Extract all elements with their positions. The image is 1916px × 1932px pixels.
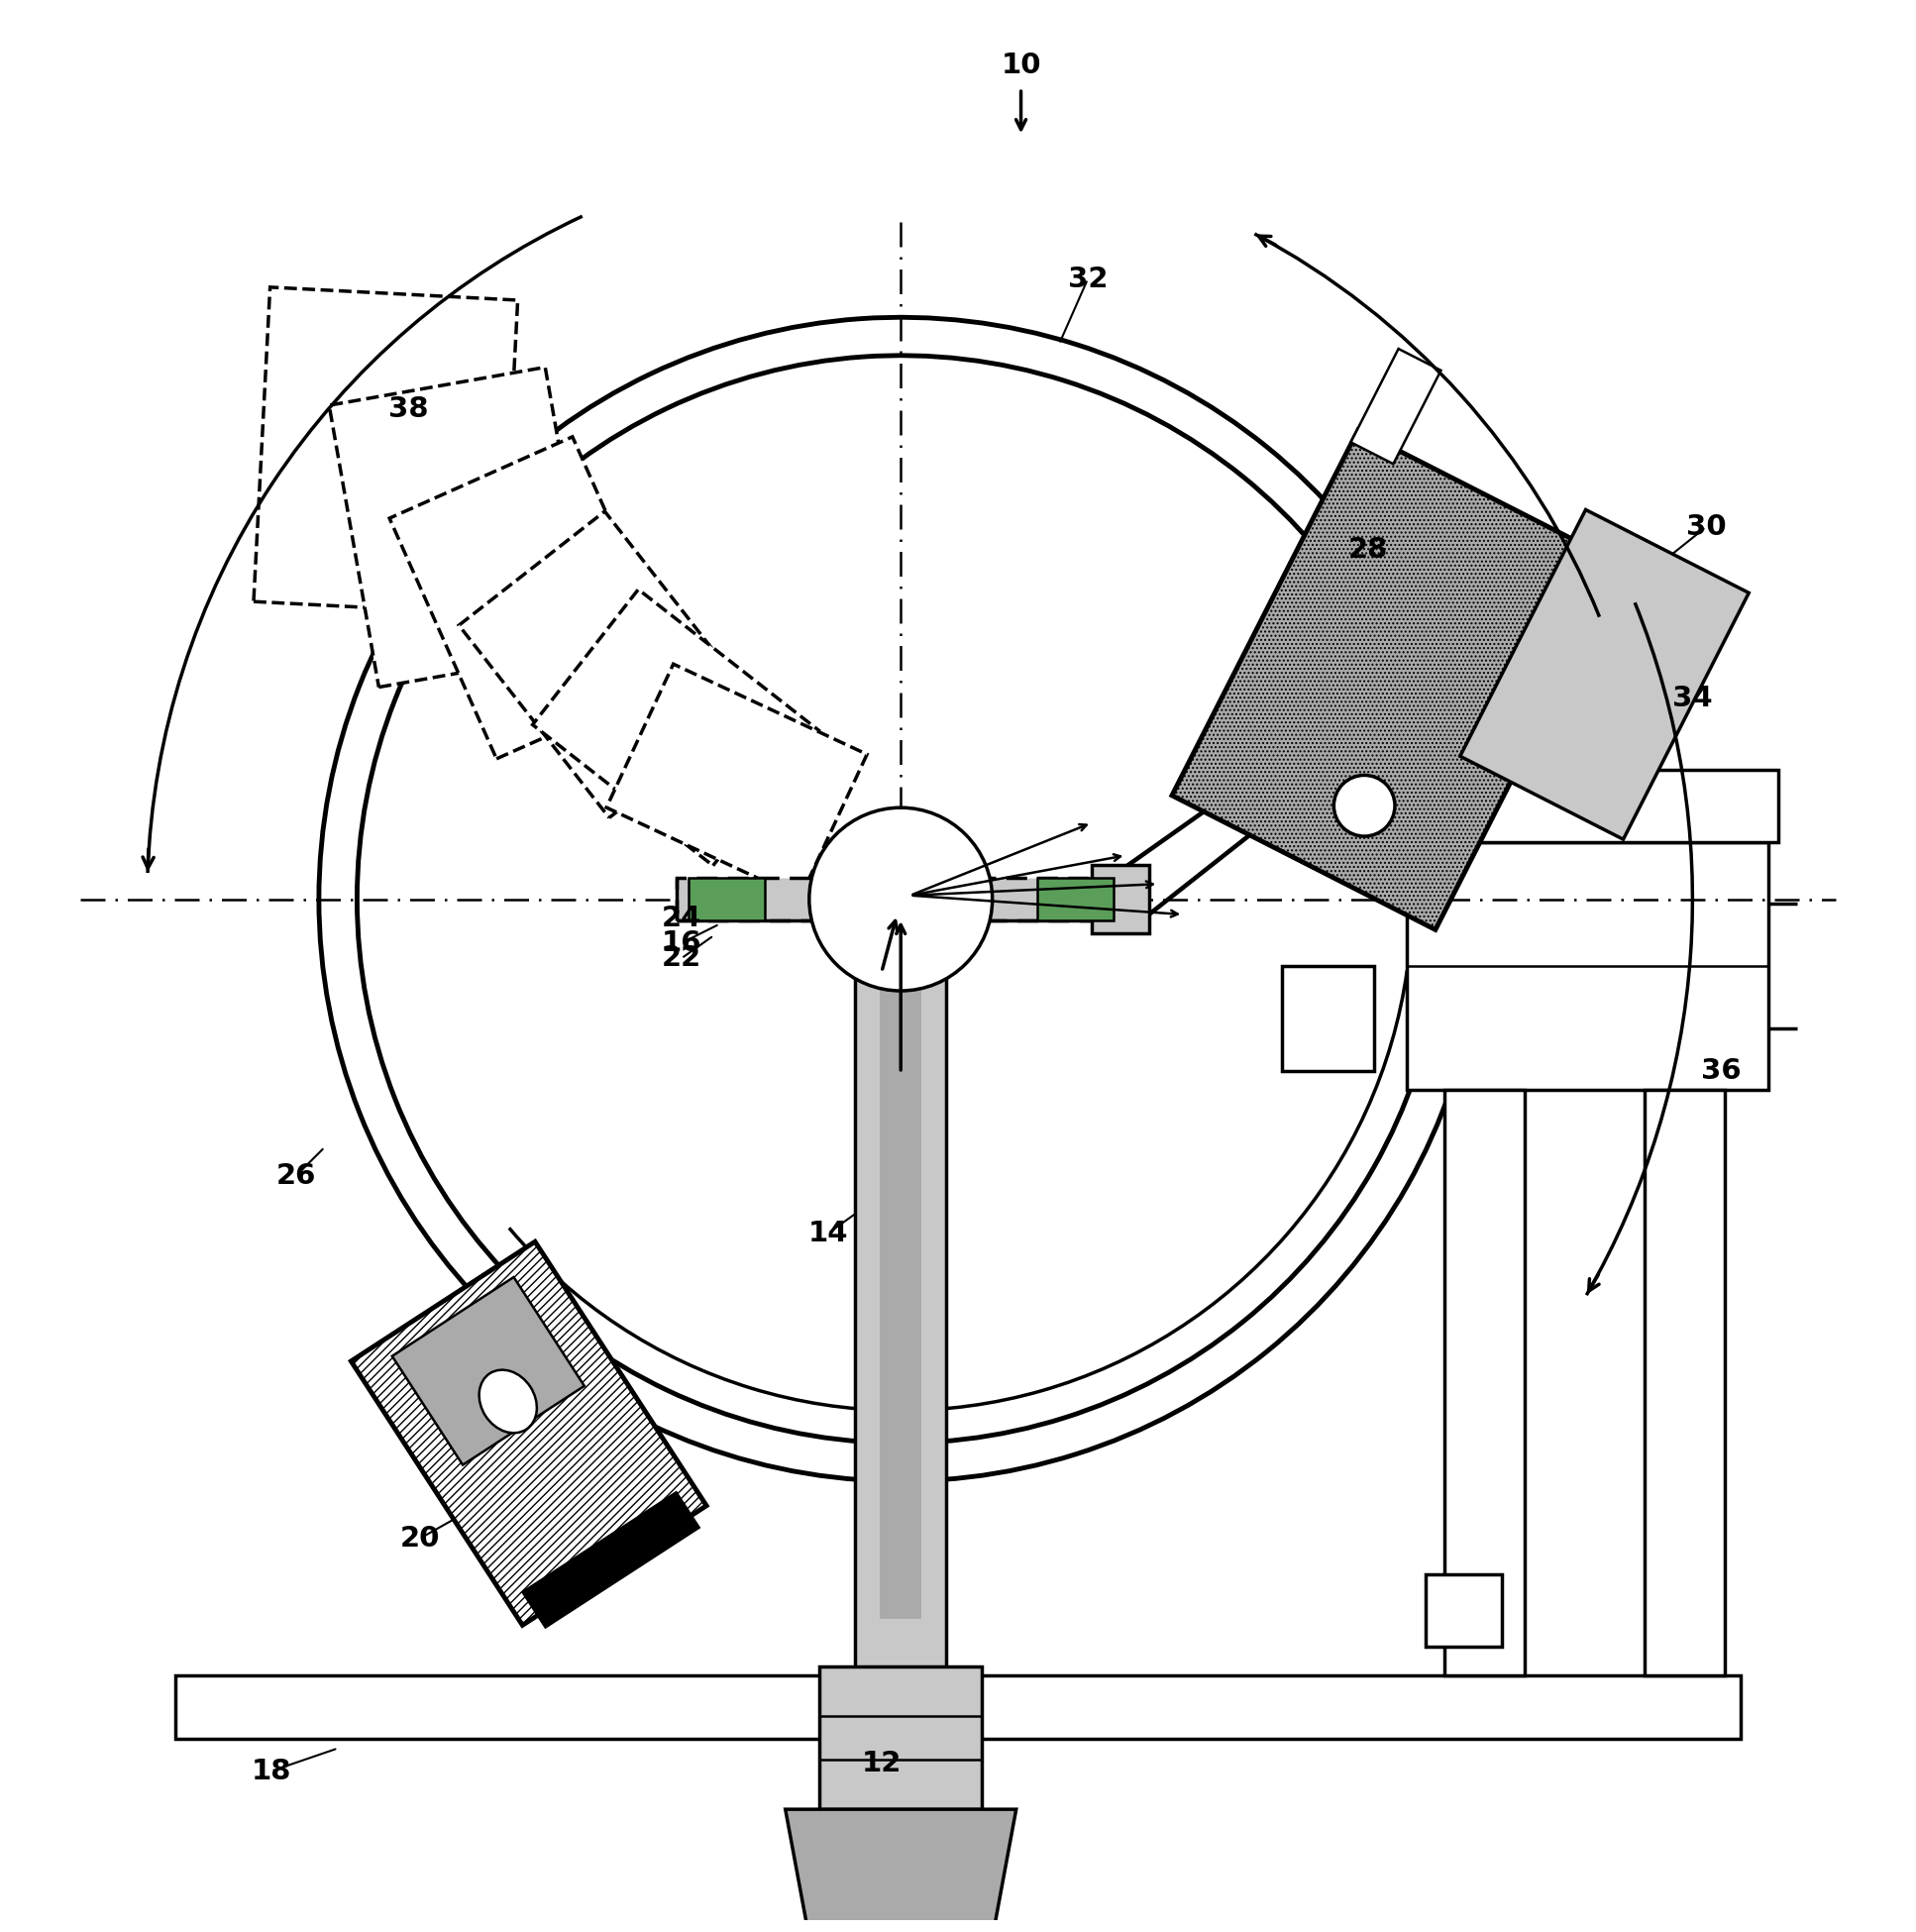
Bar — [393, 1277, 584, 1464]
Polygon shape — [786, 1808, 1015, 1932]
Bar — [1406, 842, 1768, 1090]
Bar — [330, 367, 594, 688]
Bar — [1445, 1090, 1525, 1675]
Text: 32: 32 — [1067, 265, 1107, 294]
Ellipse shape — [479, 1370, 536, 1434]
Bar — [879, 920, 922, 1619]
Text: 16: 16 — [661, 929, 701, 956]
Text: 18: 18 — [251, 1758, 291, 1785]
Text: 26: 26 — [276, 1161, 316, 1190]
Bar — [676, 879, 1125, 920]
Bar — [460, 512, 755, 817]
Polygon shape — [1092, 866, 1150, 933]
Bar — [1173, 431, 1621, 929]
Text: 38: 38 — [389, 394, 429, 423]
Bar — [1282, 966, 1374, 1070]
Bar — [253, 288, 517, 614]
Bar — [176, 1675, 1740, 1739]
Text: 22: 22 — [661, 945, 701, 972]
Bar — [1037, 879, 1113, 920]
Circle shape — [809, 808, 992, 991]
Bar — [1460, 510, 1749, 838]
Bar — [1644, 1090, 1724, 1675]
Text: 30: 30 — [1686, 514, 1726, 541]
Bar — [1426, 1575, 1502, 1648]
Bar — [523, 1492, 699, 1627]
Bar — [351, 1242, 707, 1625]
Text: 12: 12 — [862, 1750, 902, 1777]
Bar — [1397, 769, 1778, 842]
Bar — [1351, 350, 1441, 464]
Text: 14: 14 — [809, 1219, 849, 1246]
Bar — [855, 920, 947, 1675]
Text: 36: 36 — [1701, 1057, 1742, 1084]
Bar — [820, 1665, 981, 1808]
Text: 24: 24 — [661, 904, 701, 931]
Bar — [688, 879, 764, 920]
Text: 28: 28 — [1349, 537, 1387, 564]
Text: 20: 20 — [400, 1524, 441, 1551]
Circle shape — [1334, 775, 1395, 837]
Text: 34: 34 — [1673, 686, 1713, 713]
Bar — [607, 665, 866, 898]
Text: 10: 10 — [1000, 52, 1040, 79]
Bar — [389, 437, 680, 759]
Bar — [533, 589, 818, 866]
